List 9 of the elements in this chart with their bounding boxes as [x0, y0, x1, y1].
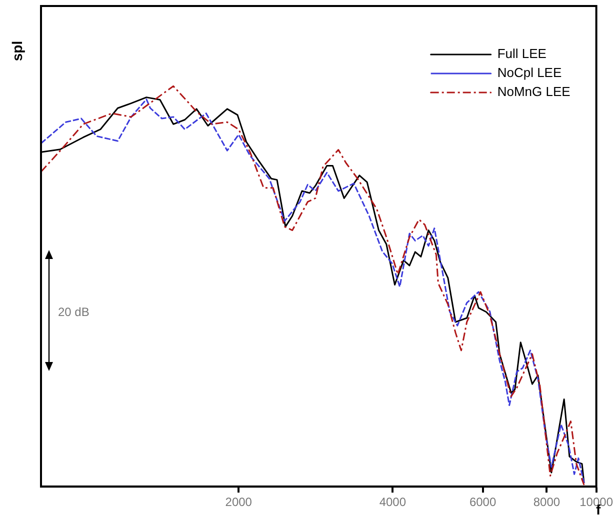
legend-label: Full LEE	[497, 46, 547, 62]
annotation: 20 dB	[58, 305, 90, 319]
legend-label: NoMnG LEE	[497, 84, 571, 100]
x-tick-label: 8000	[533, 495, 560, 510]
legend-label: NoCpl LEE	[497, 65, 562, 80]
y-axis-title: spl	[9, 40, 25, 62]
x-tick-label: 2000	[225, 495, 252, 510]
x-tick-label: 4000	[379, 495, 406, 510]
x-tick-label: 6000	[469, 495, 496, 510]
